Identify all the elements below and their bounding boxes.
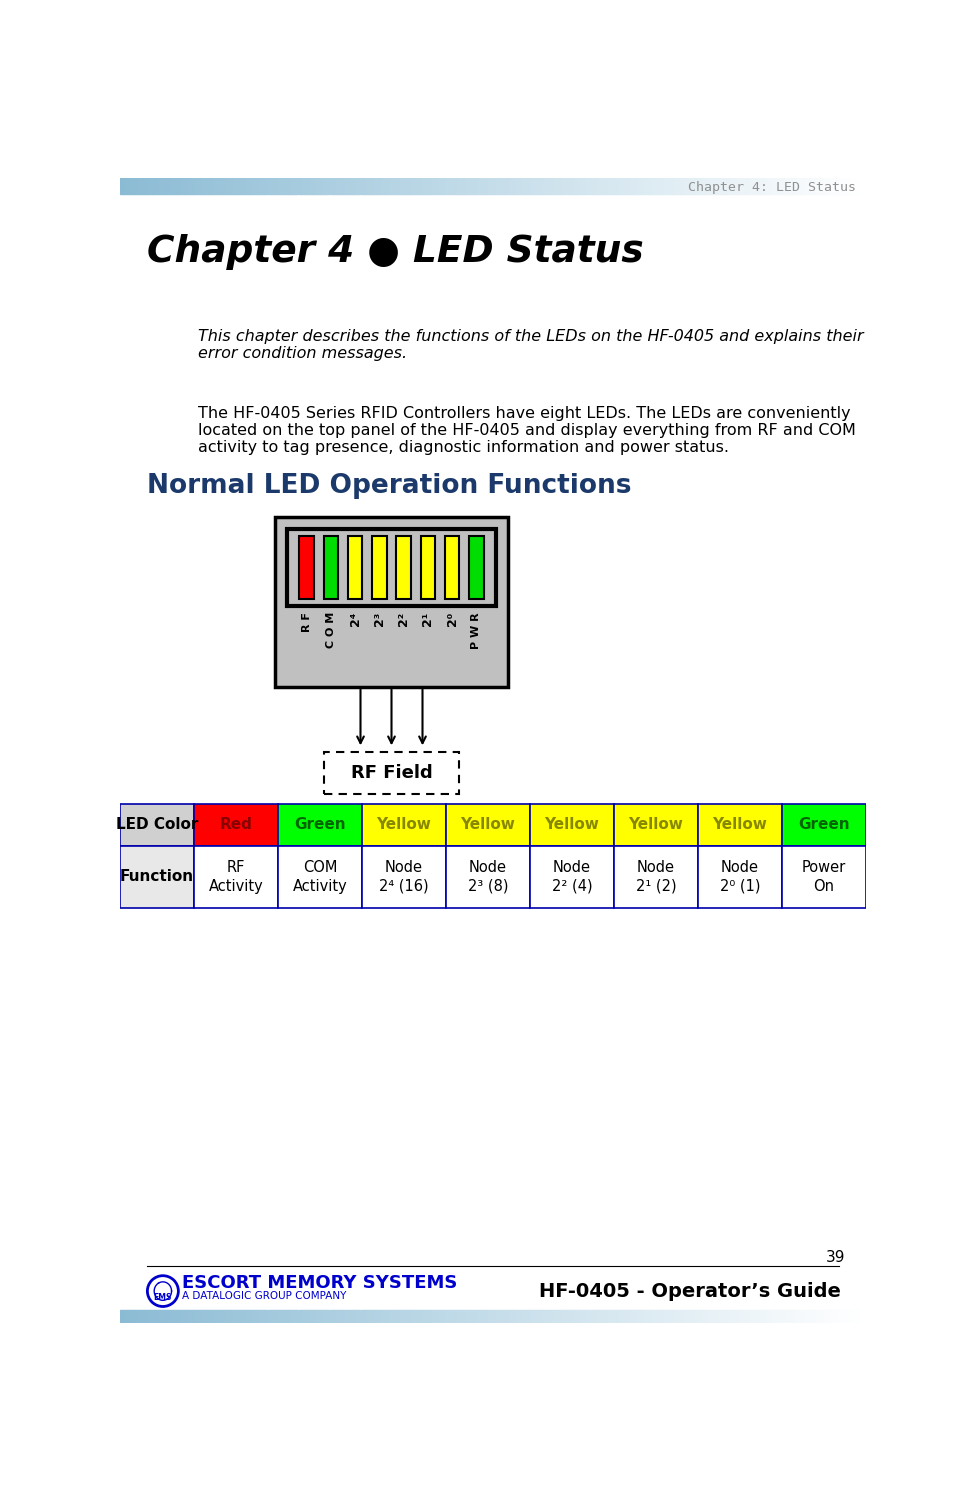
Text: 2¹: 2¹ xyxy=(421,613,433,626)
Text: Activity: Activity xyxy=(209,879,263,894)
Text: Node: Node xyxy=(553,859,590,874)
Text: Power: Power xyxy=(801,859,845,874)
Text: 39: 39 xyxy=(825,1251,844,1265)
Bar xyxy=(444,535,458,599)
Bar xyxy=(194,803,278,846)
Bar xyxy=(396,535,410,599)
Bar xyxy=(278,846,361,907)
Text: Node: Node xyxy=(720,859,758,874)
Bar xyxy=(275,517,507,687)
Bar xyxy=(697,803,781,846)
Text: R F: R F xyxy=(302,613,311,632)
Text: Green: Green xyxy=(294,818,345,833)
Bar xyxy=(420,535,434,599)
Text: ESCORT MEMORY SYSTEMS: ESCORT MEMORY SYSTEMS xyxy=(182,1274,457,1292)
Text: 2³: 2³ xyxy=(373,613,385,626)
Bar xyxy=(299,535,313,599)
Bar xyxy=(278,803,361,846)
Text: Chapter 4 ● LED Status: Chapter 4 ● LED Status xyxy=(147,233,644,269)
Text: RF: RF xyxy=(227,859,245,874)
Text: C O M: C O M xyxy=(326,613,335,648)
Text: 2⁴ (16): 2⁴ (16) xyxy=(379,879,429,894)
Text: Node: Node xyxy=(384,859,423,874)
Text: Node: Node xyxy=(468,859,506,874)
Bar xyxy=(613,846,697,907)
Text: Red: Red xyxy=(219,818,252,833)
Text: COM: COM xyxy=(303,859,336,874)
Circle shape xyxy=(147,1276,178,1307)
Text: LED Color: LED Color xyxy=(115,818,198,833)
Text: EMS: EMS xyxy=(154,1292,172,1301)
Text: 2³ (8): 2³ (8) xyxy=(467,879,507,894)
Text: On: On xyxy=(812,879,833,894)
Text: 2²: 2² xyxy=(397,613,409,626)
Bar xyxy=(372,535,386,599)
Bar xyxy=(120,803,194,846)
Text: Yellow: Yellow xyxy=(376,818,431,833)
Bar xyxy=(613,803,697,846)
Bar xyxy=(361,803,445,846)
Bar xyxy=(469,535,483,599)
Text: Green: Green xyxy=(798,818,849,833)
Bar xyxy=(781,846,865,907)
Bar xyxy=(286,529,496,605)
Bar xyxy=(323,752,458,794)
Bar xyxy=(323,535,338,599)
Text: Yellow: Yellow xyxy=(544,818,599,833)
Bar xyxy=(445,803,530,846)
Text: 2⁰: 2⁰ xyxy=(445,613,458,626)
Bar xyxy=(120,846,194,907)
Text: Yellow: Yellow xyxy=(712,818,767,833)
Text: HF-0405 - Operator’s Guide: HF-0405 - Operator’s Guide xyxy=(538,1282,840,1301)
Bar xyxy=(781,803,865,846)
Bar xyxy=(361,846,445,907)
Bar xyxy=(530,803,613,846)
Text: Node: Node xyxy=(636,859,674,874)
Text: 2² (4): 2² (4) xyxy=(551,879,592,894)
Text: Yellow: Yellow xyxy=(628,818,682,833)
Text: Yellow: Yellow xyxy=(460,818,515,833)
Text: This chapter describes the functions of the LEDs on the HF-0405 and explains the: This chapter describes the functions of … xyxy=(198,329,862,361)
Bar xyxy=(530,846,613,907)
Text: Normal LED Operation Functions: Normal LED Operation Functions xyxy=(147,473,631,500)
Bar xyxy=(697,846,781,907)
Text: 2⁰ (1): 2⁰ (1) xyxy=(719,879,759,894)
Text: Function: Function xyxy=(120,870,194,885)
Text: The HF-0405 Series RFID Controllers have eight LEDs. The LEDs are conveniently
l: The HF-0405 Series RFID Controllers have… xyxy=(198,406,854,455)
Text: RF Field: RF Field xyxy=(350,764,431,782)
Text: 2⁴: 2⁴ xyxy=(348,613,361,626)
Text: Activity: Activity xyxy=(292,879,347,894)
Text: A DATALOGIC GROUP COMPANY: A DATALOGIC GROUP COMPANY xyxy=(182,1292,346,1301)
Bar xyxy=(348,535,362,599)
Bar xyxy=(194,846,278,907)
Bar xyxy=(445,846,530,907)
Text: P W R: P W R xyxy=(471,613,480,648)
Text: 2¹ (2): 2¹ (2) xyxy=(635,879,676,894)
Text: Chapter 4: LED Status: Chapter 4: LED Status xyxy=(688,181,855,195)
